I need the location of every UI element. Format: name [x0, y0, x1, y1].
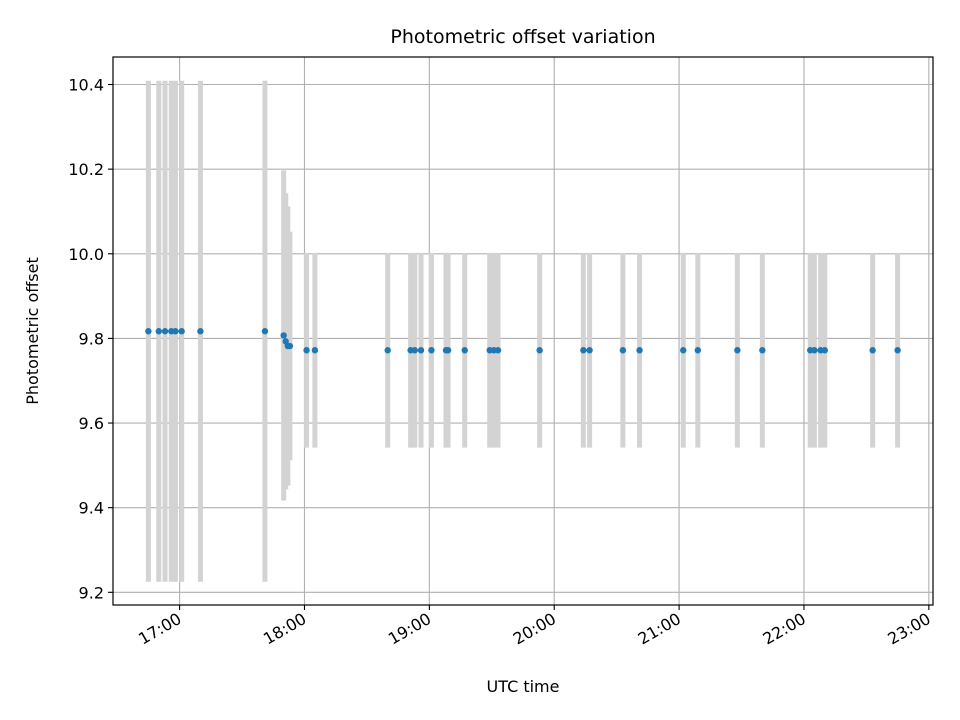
plot-frame	[112, 56, 934, 606]
data-point	[821, 347, 828, 354]
y-tick-label: 9.6	[79, 414, 104, 433]
data-point	[411, 347, 418, 354]
data-point	[811, 347, 818, 354]
data-point	[384, 347, 391, 354]
data-point	[261, 328, 269, 335]
data-point	[461, 347, 468, 354]
y-tick-label: 10.2	[68, 160, 104, 179]
data-point	[161, 328, 169, 335]
y-axis: 9.2 9.4 9.6 9.8 10.0 10.2 10.4	[68, 76, 113, 602]
chart-title: Photometric offset variation	[390, 26, 655, 48]
data-point	[494, 347, 502, 354]
data-points	[145, 328, 901, 354]
data-point	[417, 347, 425, 354]
data-point	[178, 328, 185, 335]
y-tick-label: 10.4	[68, 76, 104, 95]
plot-background	[113, 57, 933, 605]
y-tick-label: 10.0	[68, 245, 104, 264]
data-point	[619, 347, 627, 354]
y-tick-label: 9.8	[79, 329, 104, 348]
data-point	[155, 328, 162, 335]
data-point	[428, 347, 435, 354]
data-point	[172, 328, 179, 335]
data-point	[894, 347, 901, 354]
data-point	[759, 347, 766, 354]
data-point	[734, 347, 741, 354]
data-point	[311, 347, 319, 354]
y-axis-title: Photometric offset	[23, 257, 42, 405]
data-point	[444, 347, 452, 354]
data-point	[280, 332, 287, 339]
data-point	[680, 347, 687, 354]
data-point	[636, 347, 643, 354]
y-tick-label: 9.2	[79, 583, 104, 602]
data-point	[586, 347, 593, 354]
data-point	[303, 347, 310, 354]
data-point	[145, 328, 152, 335]
x-axis-title: UTC time	[487, 677, 560, 696]
data-point	[580, 347, 587, 354]
data-point	[869, 347, 876, 354]
data-point	[197, 328, 204, 335]
data-point	[694, 347, 702, 354]
data-point	[286, 342, 294, 350]
data-point	[536, 347, 543, 354]
y-tick-label: 9.4	[79, 499, 104, 518]
